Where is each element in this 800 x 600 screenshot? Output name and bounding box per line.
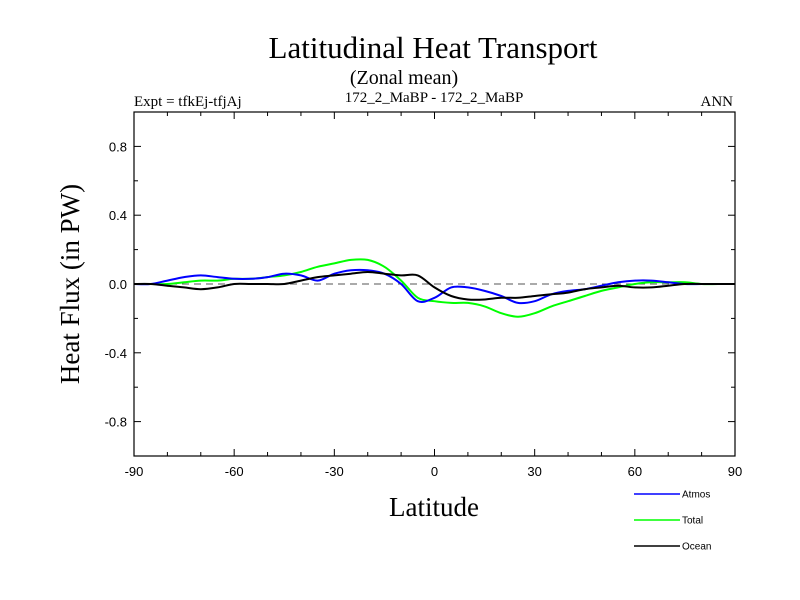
y-tick-label: 0.8 <box>109 139 127 154</box>
run-comparison-label: 172_2_MaBP - 172_2_MaBP <box>345 90 524 106</box>
x-tick-label: -60 <box>225 464 244 479</box>
x-axis-label: Latitude <box>389 492 479 522</box>
x-tick-label: -30 <box>325 464 344 479</box>
y-tick-label: -0.4 <box>105 346 127 361</box>
chart-title: Latitudinal Heat Transport <box>269 30 598 65</box>
chart-subtitle: (Zonal mean) <box>350 67 458 89</box>
legend-label-total: Total <box>682 516 703 527</box>
legend-label-ocean: Ocean <box>682 542 711 553</box>
y-tick-label: 0.4 <box>109 208 127 223</box>
y-tick-label: 0.0 <box>109 277 127 292</box>
x-tick-label: 30 <box>527 464 541 479</box>
season-label: ANN <box>701 94 734 110</box>
x-tick-label: 60 <box>628 464 642 479</box>
legend: Atmos Total Ocean <box>634 490 711 553</box>
series-line-atmos <box>133 268 735 305</box>
x-tick-label: -90 <box>125 464 144 479</box>
x-tick-label: 90 <box>728 464 742 479</box>
experiment-label: Expt = tfkEj-tfjAj <box>134 94 242 110</box>
y-axis-label: Heat Flux (in PW) <box>55 184 85 384</box>
x-tick-label: 0 <box>431 464 438 479</box>
legend-label-atmos: Atmos <box>682 490 710 501</box>
y-tick-label: -0.8 <box>105 415 127 430</box>
series-line-ocean <box>133 271 735 301</box>
